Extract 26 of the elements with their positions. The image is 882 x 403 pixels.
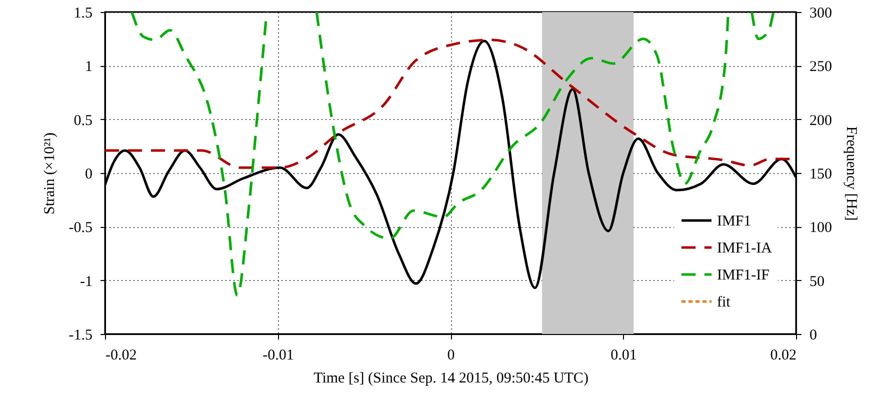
x-tick-label: 0 [447,348,455,364]
y-tick-label: -1 [80,274,92,290]
x-tick-label: 0.01 [610,348,637,364]
y-tick-label: -1.5 [68,328,92,344]
y-tick-label: 0.5 [74,112,92,129]
y2-axis-title: Frequency [Hz] [843,126,859,221]
legend-label: fit [717,294,732,310]
legend-label: IMF1-IF [717,268,770,284]
y2-tick-label: 200 [810,112,832,129]
y2-tick-label: 100 [810,220,832,236]
x-axis-title: Time [s] (Since Sep. 14 2015, 09:50:45 UTC) [314,370,588,386]
y2-tick-label: 300 [810,6,832,22]
x-tick-label: -0.01 [262,348,294,364]
y-tick-label: 0 [85,166,92,182]
legend-label: IMF1-IA [717,240,772,256]
y-tick-label: -0.5 [68,220,92,236]
y-tick-label: 1.5 [74,6,92,22]
y2-tick-label: 0 [810,328,817,344]
y-tick-label: 1 [85,59,92,76]
y-axis-title: Strain (×10²¹) [42,132,58,215]
y2-tick-label: 250 [810,59,832,76]
x-tick-label: 0.02 [770,348,796,364]
x-tick-label: -0.02 [106,348,137,364]
y2-tick-label: 150 [810,166,832,182]
legend-label: IMF1 [717,214,752,230]
y2-tick-label: 50 [810,274,824,290]
